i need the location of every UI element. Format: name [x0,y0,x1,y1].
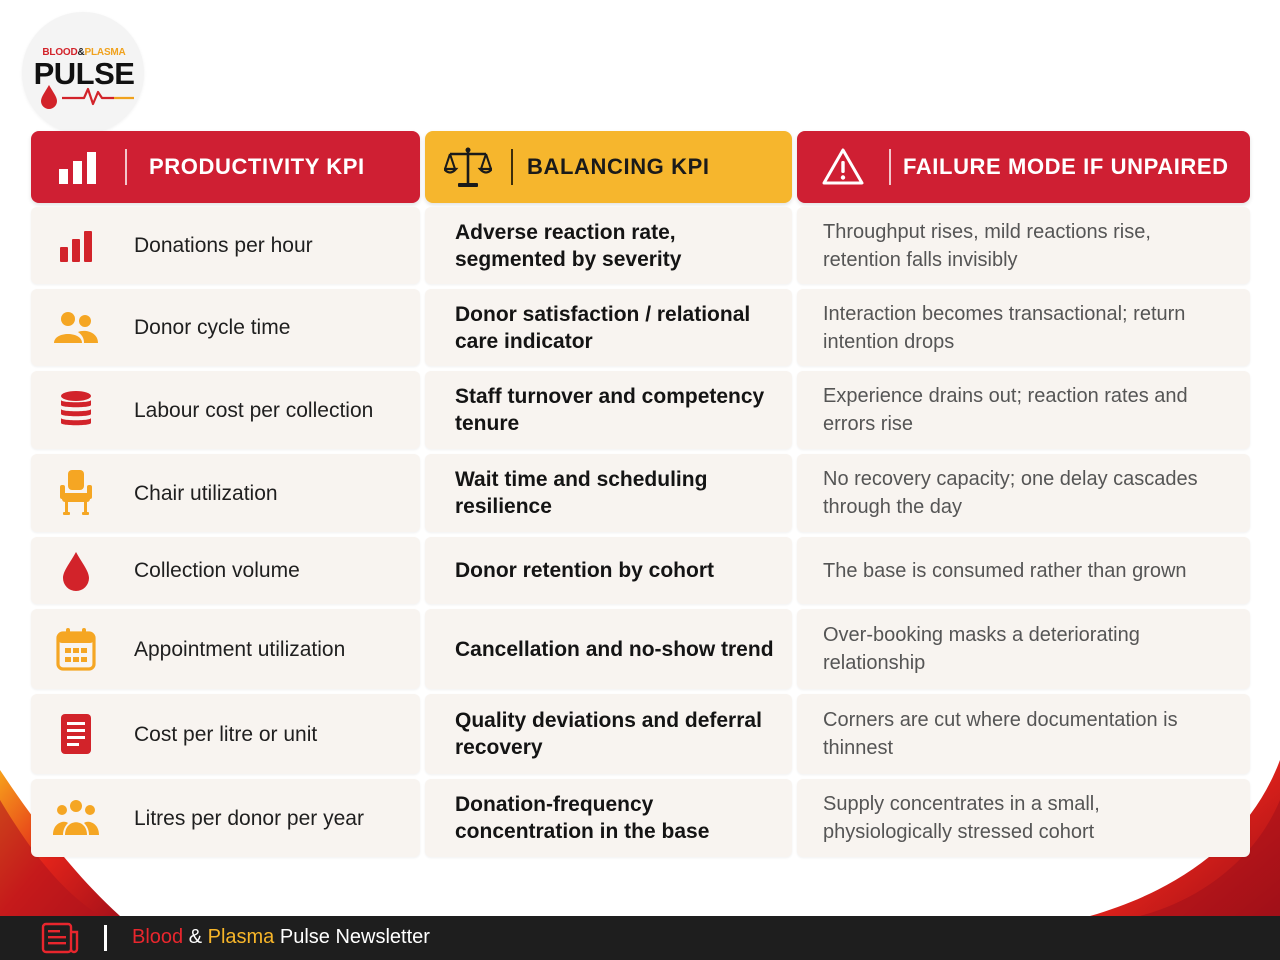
failure-cell: Over-booking masks a deteriorating relat… [797,609,1250,689]
calendar-icon [56,628,96,671]
failure-mode: Supply concentrates in a small, physiolo… [823,793,1100,843]
logo-title: PULSE [33,56,135,91]
productivity-kpi: Donations per hour [134,234,313,257]
balancing-cell: Wait time and scheduling resilience [425,454,792,532]
balancing-kpi: Donation-frequency concentration in the … [455,793,710,843]
table-row: Labour cost per collection Staff turnove… [31,371,1250,449]
failure-mode: Throughput rises, mild reactions rise, r… [823,220,1151,271]
productivity-kpi: Appointment utilization [134,637,346,661]
footer-divider [104,925,107,951]
people-icon [54,311,98,343]
table-row: Chair utilization Wait time and scheduli… [31,454,1250,532]
header-balancing-kpi: BALANCING KPI [425,131,792,203]
productivity-kpi: Litres per donor per year [134,806,364,830]
failure-cell: No recovery capacity; one delay cascades… [797,454,1250,532]
table-row: Cost per litre or unit Quality deviation… [31,694,1250,774]
logo-pulse-icon [62,87,134,106]
failure-mode: The base is consumed rather than grown [823,559,1187,582]
balancing-cell: Quality deviations and deferral recovery [425,694,792,774]
productivity-cell: Cost per litre or unit [31,694,420,774]
balancing-cell: Staff turnover and competency tenure [425,371,792,449]
balancing-kpi: Cancellation and no-show trend [455,637,774,661]
scales-icon [444,147,492,187]
failure-mode: No recovery capacity; one delay cascades… [823,468,1198,518]
failure-cell: Corners are cut where documentation is t… [797,694,1250,774]
failure-cell: The base is consumed rather than grown [797,537,1250,604]
failure-mode: Interaction becomes transactional; retur… [823,302,1186,353]
failure-mode: Over-booking masks a deteriorating relat… [823,624,1140,674]
balancing-cell: Donor satisfaction / relational care ind… [425,289,792,366]
footer-bar: Blood & Plasma Pulse Newsletter [0,916,1280,960]
productivity-cell: Litres per donor per year [31,779,420,857]
table-row: Appointment utilization Cancellation and… [31,609,1250,689]
table-row: Litres per donor per year Donation-frequ… [31,779,1250,857]
header-label: FAILURE MODE IF UNPAIRED [903,154,1229,179]
blood-drop-icon [63,551,89,591]
productivity-cell: Donor cycle time [31,289,420,366]
productivity-kpi: Cost per litre or unit [134,722,318,746]
productivity-cell: Chair utilization [31,454,420,532]
balancing-kpi: Wait time and scheduling resilience [455,468,708,518]
bar-chart-icon [60,230,92,262]
chair-icon [60,470,92,515]
header-failure-mode: FAILURE MODE IF UNPAIRED [797,131,1250,203]
balancing-kpi: Staff turnover and competency tenure [455,385,765,435]
table-row: Donations per hour Adverse reaction rate… [31,207,1250,284]
failure-mode: Corners are cut where documentation is t… [823,709,1178,759]
coin-stack-icon [61,391,91,426]
warning-icon [822,148,864,185]
productivity-cell: Appointment utilization [31,609,420,689]
failure-cell: Throughput rises, mild reactions rise, r… [797,207,1250,284]
footer-title: Blood & Plasma Pulse Newsletter [132,926,430,948]
balancing-kpi: Donor satisfaction / relational care ind… [455,302,751,353]
balancing-cell: Donor retention by cohort [425,537,792,604]
header-productivity-kpi: PRODUCTIVITY KPI [31,131,420,203]
table-body: Donations per hour Adverse reaction rate… [31,207,1250,857]
productivity-cell: Donations per hour [31,207,420,284]
balancing-kpi: Donor retention by cohort [455,559,714,582]
kpi-table: PRODUCTIVITY KPI BALANCING KPI [31,131,1250,862]
productivity-kpi: Collection volume [134,559,300,582]
logo-drop-icon [41,85,57,109]
productivity-kpi: Chair utilization [134,481,278,505]
productivity-cell: Labour cost per collection [31,371,420,449]
group-icon [53,800,99,835]
logo-subtitle: BLOOD&PLASMA [42,47,126,58]
balancing-cell: Adverse reaction rate, segmented by seve… [425,207,792,284]
table-row: Donor cycle time Donor satisfaction / re… [31,289,1250,366]
bar-chart-icon [59,152,96,184]
balancing-cell: Cancellation and no-show trend [425,609,792,689]
failure-mode: Experience drains out; reaction rates an… [823,385,1188,435]
document-icon [61,714,91,754]
failure-cell: Supply concentrates in a small, physiolo… [797,779,1250,857]
balancing-kpi: Quality deviations and deferral recovery [455,709,762,759]
table-header: PRODUCTIVITY KPI BALANCING KPI [31,131,1250,203]
failure-cell: Experience drains out; reaction rates an… [797,371,1250,449]
header-label: BALANCING KPI [527,154,710,179]
table-row: Collection volume Donor retention by coh… [31,537,1250,604]
brand-logo: BLOOD&PLASMA PULSE [22,12,144,134]
failure-cell: Interaction becomes transactional; retur… [797,289,1250,366]
productivity-kpi: Labour cost per collection [134,398,374,422]
balancing-cell: Donation-frequency concentration in the … [425,779,792,857]
balancing-kpi: Adverse reaction rate, segmented by seve… [455,220,682,271]
productivity-cell: Collection volume [31,537,420,604]
productivity-kpi: Donor cycle time [134,316,291,339]
header-label: PRODUCTIVITY KPI [149,154,365,179]
newsletter-icon [41,922,79,954]
